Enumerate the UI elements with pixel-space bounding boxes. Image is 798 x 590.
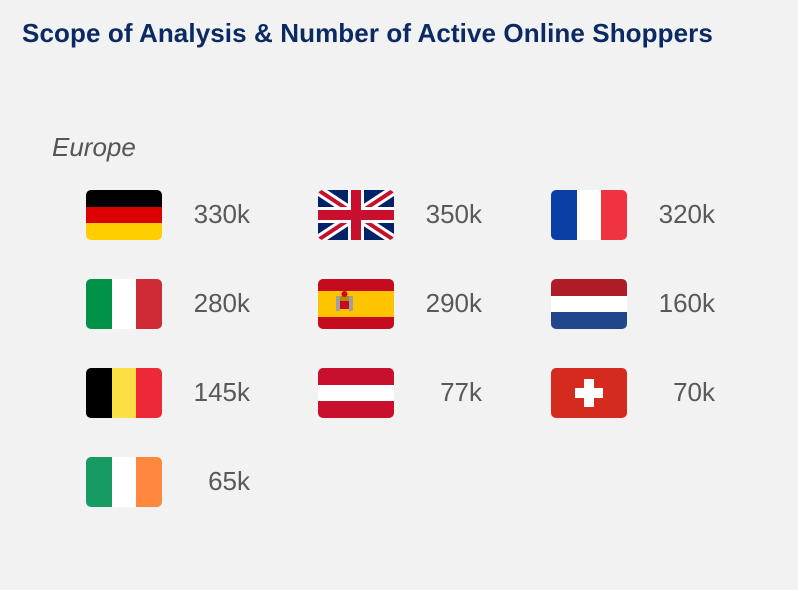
country-belgium: 145k — [86, 368, 286, 420]
netherlands-flag-icon — [551, 279, 627, 329]
shopper-count: 290k — [425, 288, 482, 318]
country-ireland: 65k — [86, 457, 286, 509]
spain-flag-icon — [318, 279, 394, 329]
country-germany: 330k — [86, 190, 286, 242]
shopper-count: 145k — [193, 377, 250, 407]
country-netherlands: 160k — [551, 279, 751, 331]
shopper-count: 160k — [658, 288, 715, 318]
shopper-count: 70k — [673, 377, 715, 407]
region-label: Europe — [52, 132, 136, 162]
france-flag-icon — [551, 190, 627, 240]
austria-flag-icon — [318, 368, 394, 418]
page-title: Scope of Analysis & Number of Active Onl… — [22, 18, 713, 48]
shopper-count: 350k — [425, 199, 482, 229]
country-france: 320k — [551, 190, 751, 242]
united-kingdom-flag-icon — [318, 190, 394, 240]
ireland-flag-icon — [86, 457, 162, 507]
shopper-count: 77k — [440, 377, 482, 407]
country-spain: 290k — [318, 279, 518, 331]
belgium-flag-icon — [86, 368, 162, 418]
shopper-count: 320k — [658, 199, 715, 229]
italy-flag-icon — [86, 279, 162, 329]
shopper-count: 280k — [193, 288, 250, 318]
country-switzerland: 70k — [551, 368, 751, 420]
shopper-count: 65k — [208, 466, 250, 496]
country-italy: 280k — [86, 279, 286, 331]
switzerland-flag-icon — [551, 368, 627, 418]
country-austria: 77k — [318, 368, 518, 420]
shopper-count: 330k — [193, 199, 250, 229]
germany-flag-icon — [86, 190, 162, 240]
country-united-kingdom: 350k — [318, 190, 518, 242]
